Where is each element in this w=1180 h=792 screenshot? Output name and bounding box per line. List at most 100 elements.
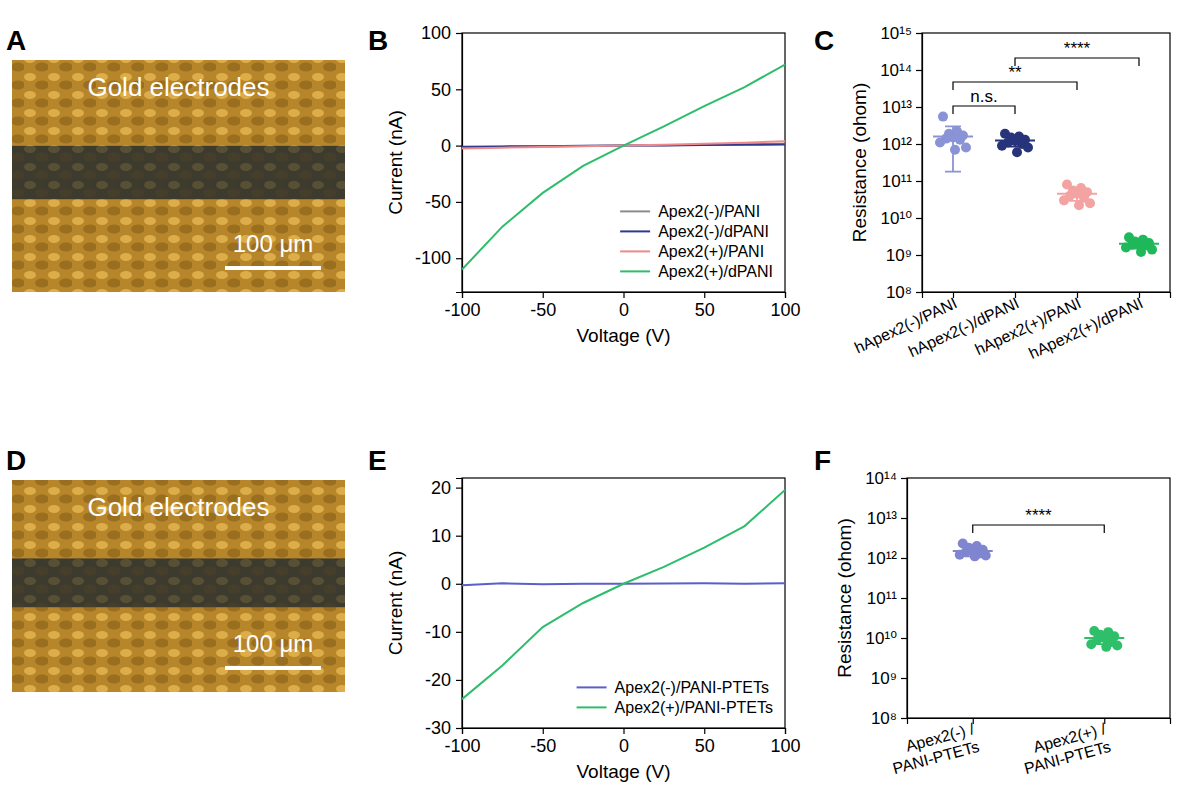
tick-mark — [916, 144, 922, 145]
y-axis-title: Current (nA) — [385, 551, 406, 656]
legend-label: Apex2(+)/dPANI — [658, 263, 773, 280]
scale-bar-label: 100 μm — [233, 630, 314, 657]
significance-bracket — [953, 82, 1077, 90]
tick-label: 0 — [441, 136, 451, 156]
panel-letter: F — [814, 445, 831, 476]
panel-letter: E — [368, 445, 387, 476]
texture — [12, 480, 345, 692]
tick: Apex2(-) /PANI-PTETs — [886, 718, 981, 777]
axis-line — [463, 293, 786, 299]
yticks-axis: 10⁸10⁹10¹⁰10¹¹10¹²10¹³10¹⁴10¹⁵ — [880, 24, 922, 302]
plot-frame — [922, 33, 1170, 292]
tick-mark — [916, 292, 922, 293]
tick-mark — [973, 718, 974, 724]
tick-label: 10⁸ — [886, 283, 912, 302]
tick-mark — [901, 678, 907, 679]
gap-texture — [12, 558, 345, 607]
tick-mark — [456, 146, 462, 147]
data-point — [1085, 198, 1095, 208]
tick-label: 10 — [431, 526, 451, 546]
tick-label: 10⁸ — [871, 709, 897, 728]
tick-mark — [623, 292, 624, 298]
tick: 50 — [431, 80, 462, 100]
y-axis-title: Resistance (ohom) — [834, 518, 855, 677]
tick: 100 — [770, 728, 800, 756]
tick-label: -100 — [444, 736, 480, 756]
tick: 10 — [431, 526, 462, 546]
gap — [12, 558, 345, 607]
tick: 50 — [695, 728, 715, 756]
error-bar — [945, 126, 961, 171]
tick: 10¹⁵ — [880, 24, 922, 43]
tick-label: 100 — [770, 736, 800, 756]
tick: 10¹¹ — [882, 172, 922, 191]
y-axis-title: Resistance (ohom) — [849, 83, 870, 242]
yticks-axis: -30-20-1001020 — [425, 478, 463, 738]
tick: -50 — [530, 292, 556, 320]
tick-mark — [456, 202, 462, 203]
series-line — [462, 490, 785, 699]
data-point — [1112, 640, 1122, 650]
data-point — [1012, 147, 1022, 157]
legend-label: Apex2(-)/PANI-PTETs — [615, 679, 769, 696]
plot-frame — [907, 478, 1170, 718]
tick-label: -50 — [530, 300, 556, 320]
tick-mark — [916, 107, 922, 108]
tick-label: 10¹¹ — [882, 172, 913, 191]
tick-mark — [456, 728, 462, 729]
tick-label: 50 — [695, 736, 715, 756]
tick-label: Apex2(-) /PANI-PTETs — [886, 720, 981, 777]
tick-mark — [456, 488, 462, 489]
panel-letter: B — [368, 25, 388, 56]
tick-mark — [916, 255, 922, 256]
tick-mark — [901, 518, 907, 519]
tick-label: 10¹⁰ — [881, 209, 913, 228]
plot-frame — [462, 478, 785, 728]
tick-mark — [456, 632, 462, 633]
gap — [12, 146, 345, 199]
tick-label: -20 — [425, 670, 451, 690]
tick-label: hApex2(+)/dPANI — [1026, 294, 1145, 362]
tick-label: 0 — [619, 736, 629, 756]
tick-label: 50 — [695, 300, 715, 320]
significance-label: **** — [1025, 506, 1052, 525]
data-point — [1147, 245, 1157, 255]
tick-label: hApex2(-)/PANI — [852, 294, 960, 356]
tick: 0 — [441, 136, 462, 156]
tick: 0 — [619, 292, 629, 320]
tick-label: -100 — [444, 300, 480, 320]
plot-frame — [462, 33, 785, 292]
tick-mark — [785, 728, 786, 734]
image-label: Gold electrodes — [87, 492, 269, 522]
legend: Apex2(-)/PANIApex2(-)/dPANIApex2(+)/PANI… — [620, 203, 773, 280]
tick-label: 10⁹ — [871, 669, 897, 688]
significance-bracket — [953, 106, 1015, 114]
tick-mark — [901, 638, 907, 639]
data-point — [997, 141, 1007, 151]
image-label: Gold electrodes — [87, 72, 269, 102]
tick: 10⁹ — [886, 246, 922, 265]
tick-mark — [785, 292, 786, 298]
tick: 10¹³ — [867, 509, 907, 528]
data-point — [961, 143, 971, 153]
tick: 10¹² — [867, 549, 907, 568]
data-point — [1023, 143, 1033, 153]
tick: -100 — [444, 292, 480, 320]
data-point — [1074, 200, 1084, 210]
error-bar — [1131, 240, 1147, 248]
legend-label: Apex2(-)/PANI — [658, 203, 760, 220]
texture — [12, 60, 345, 292]
legend-label: Apex2(+)/PANI — [658, 243, 764, 260]
tick: 10¹³ — [882, 98, 922, 117]
tick-mark — [916, 181, 922, 182]
x-axis-title: Voltage (V) — [577, 325, 671, 346]
tick-mark — [901, 478, 907, 479]
data-point — [950, 145, 960, 155]
tick: 10⁸ — [871, 709, 907, 728]
tick: 0 — [619, 728, 629, 756]
legend: Apex2(-)/PANI-PTETsApex2(+)/PANI-PTETs — [577, 679, 773, 716]
data-point — [1086, 639, 1096, 649]
tick: -20 — [425, 670, 462, 690]
tick: 20 — [431, 478, 462, 498]
tick: 10¹² — [882, 135, 922, 154]
